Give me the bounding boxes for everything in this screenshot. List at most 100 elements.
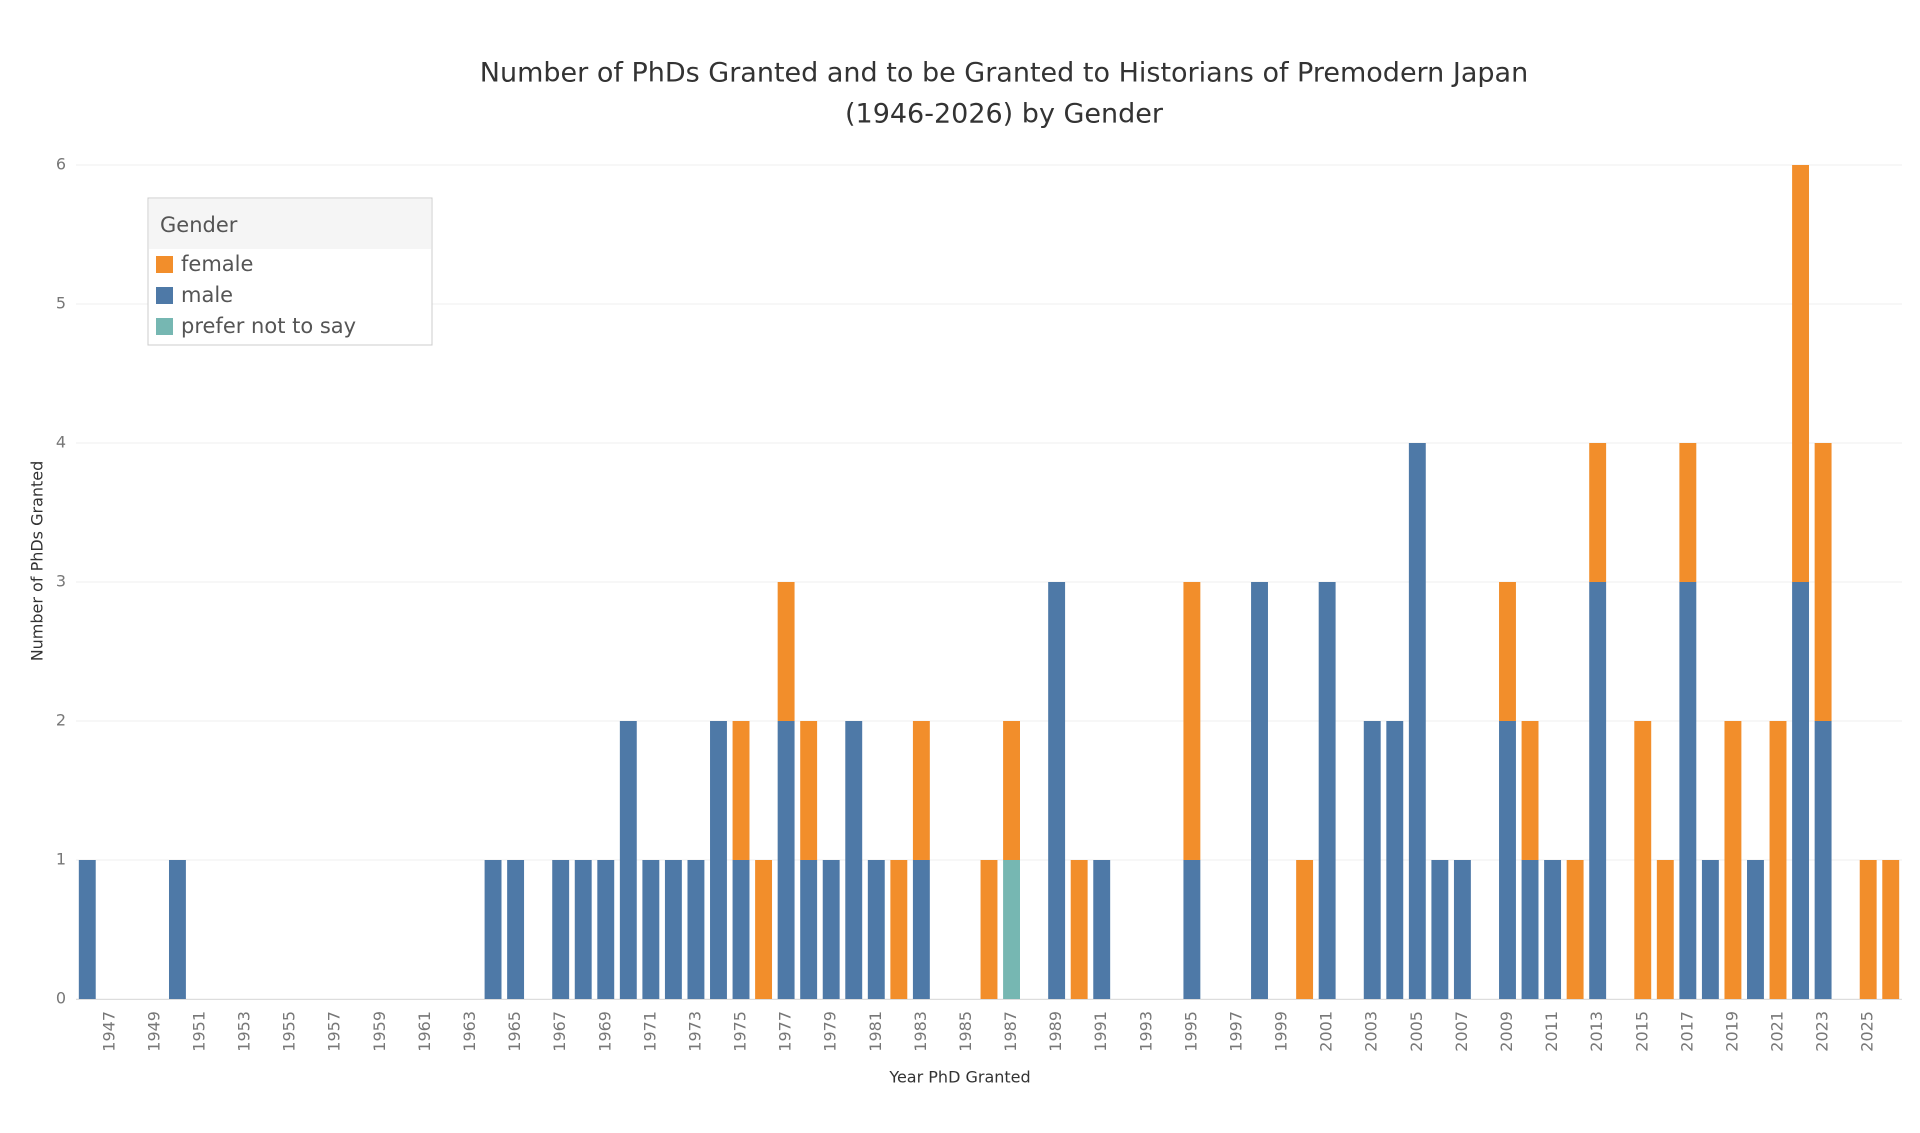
bar-segment — [1814, 443, 1832, 721]
legend: Gender female male prefer not to say — [147, 197, 433, 346]
x-tick-label: 1975 — [731, 1011, 750, 1052]
bar-segment — [1003, 860, 1020, 999]
x-tick-label: 1951 — [189, 1011, 208, 1052]
bar-segment — [78, 860, 96, 999]
x-tick-label: 1991 — [1091, 1011, 1110, 1052]
bar-segment — [1521, 860, 1539, 999]
bar-segment — [597, 860, 615, 999]
bar-segment — [1792, 165, 1810, 582]
x-tick-label: 2001 — [1317, 1011, 1336, 1052]
chart-title: Number of PhDs Granted and to be Granted… — [480, 58, 1528, 89]
bar-segment — [484, 860, 502, 999]
bar-segment — [1386, 721, 1404, 999]
x-tick-label: 1977 — [776, 1011, 795, 1052]
bar-segment — [1882, 860, 1900, 999]
bar-segment — [1499, 721, 1516, 999]
x-tick-label: 1993 — [1136, 1011, 1155, 1052]
y-tick-label: 5 — [56, 294, 66, 313]
bar-segment — [168, 860, 186, 999]
bar-segment — [1634, 721, 1652, 999]
x-tick-label: 1981 — [866, 1011, 885, 1052]
bar-segment — [1431, 860, 1449, 999]
bar-segment — [687, 860, 705, 999]
bar-segment — [732, 721, 750, 860]
bar-segment — [912, 721, 930, 860]
y-tick-label: 6 — [56, 155, 66, 174]
y-tick-label: 4 — [56, 433, 66, 452]
x-tick-label: 1949 — [144, 1011, 163, 1052]
bar-segment — [1048, 582, 1066, 999]
chart-title: (1946-2026) by Gender — [845, 99, 1164, 130]
bar-segment — [1792, 582, 1810, 999]
x-tick-label: 2017 — [1677, 1011, 1696, 1052]
x-tick-label: 1983 — [911, 1011, 930, 1052]
legend-swatch — [156, 318, 173, 335]
bar-segment — [1521, 721, 1539, 860]
x-tick-label: 2015 — [1632, 1011, 1651, 1052]
x-tick-label: 2005 — [1407, 1011, 1426, 1052]
x-tick-label: 1995 — [1181, 1011, 1200, 1052]
bar-segment — [619, 721, 637, 999]
bar-segment — [777, 721, 795, 999]
bar-segment — [1251, 582, 1268, 999]
x-tick-label: 1967 — [550, 1011, 569, 1052]
bar-segment — [1544, 860, 1562, 999]
bar-segment — [1296, 860, 1314, 999]
bar-segment — [1003, 721, 1020, 860]
bar-segment — [1747, 860, 1764, 999]
x-tick-label: 2021 — [1768, 1011, 1787, 1052]
bar-segment — [1408, 443, 1426, 999]
y-tick-label: 0 — [56, 989, 66, 1008]
y-tick-label: 3 — [56, 572, 66, 591]
bar-segment — [1679, 582, 1697, 999]
bar-segment — [1859, 860, 1877, 999]
x-tick-label: 1955 — [280, 1011, 299, 1052]
bar-segment — [1453, 860, 1471, 999]
bar-segment — [912, 860, 930, 999]
x-tick-label: 2013 — [1587, 1011, 1606, 1052]
bar-segment — [1679, 443, 1697, 582]
bar-segment — [890, 860, 908, 999]
bar-segment — [822, 860, 840, 999]
x-tick-label: 1961 — [415, 1011, 434, 1052]
legend-header — [149, 199, 431, 249]
x-tick-label: 1999 — [1272, 1011, 1291, 1052]
x-tick-label: 2009 — [1497, 1011, 1516, 1052]
x-tick-label: 1953 — [235, 1011, 254, 1052]
bars — [78, 165, 1900, 999]
bar-segment — [642, 860, 660, 999]
bar-segment — [1070, 860, 1088, 999]
bar-segment — [867, 860, 885, 999]
bar-segment — [1183, 860, 1201, 999]
x-tick-label: 1979 — [821, 1011, 840, 1052]
x-tick-label: 1957 — [325, 1011, 344, 1052]
bar-segment — [1724, 721, 1742, 999]
x-tick-label: 1987 — [1001, 1011, 1020, 1052]
x-axis-label: Year PhD Granted — [888, 1068, 1030, 1087]
legend-label: prefer not to say — [181, 314, 356, 338]
bar-segment — [1814, 721, 1832, 999]
y-axis-label: Number of PhDs Granted — [28, 461, 47, 662]
bar-segment — [1566, 860, 1584, 999]
bar-segment — [710, 721, 727, 999]
y-tick-label: 1 — [56, 850, 66, 869]
bar-segment — [507, 860, 525, 999]
x-tick-label: 1973 — [685, 1011, 704, 1052]
x-tick-label: 1947 — [99, 1011, 118, 1052]
y-tick-label: 2 — [56, 711, 66, 730]
bar-segment — [755, 860, 773, 999]
bar-segment — [732, 860, 750, 999]
bar-segment — [1769, 721, 1787, 999]
bar-segment — [1363, 721, 1381, 999]
bar-segment — [800, 860, 818, 999]
bar-segment — [1318, 582, 1336, 999]
bar-segment — [664, 860, 682, 999]
bar-segment — [1701, 860, 1719, 999]
x-tick-label: 1997 — [1226, 1011, 1245, 1052]
x-tick-label: 2011 — [1542, 1011, 1561, 1052]
bar-segment — [1589, 443, 1607, 582]
bar-segment — [777, 582, 795, 721]
legend-label: male — [181, 283, 233, 307]
bar-segment — [980, 860, 998, 999]
